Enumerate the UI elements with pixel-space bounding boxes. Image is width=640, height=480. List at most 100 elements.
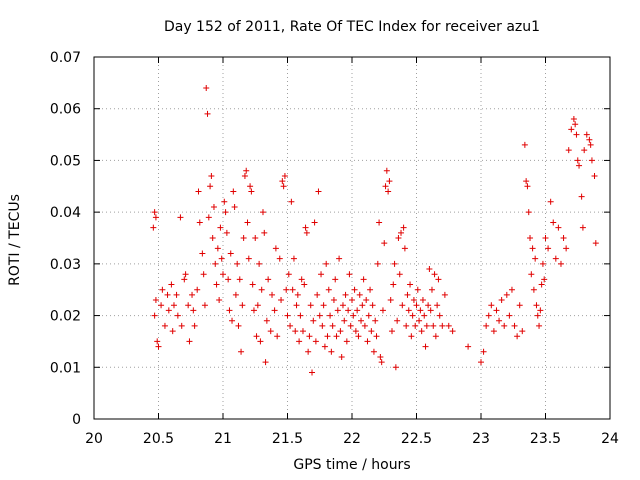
data-point [572, 121, 579, 128]
data-point [325, 286, 332, 293]
data-point [532, 255, 539, 262]
data-point [408, 333, 415, 340]
data-point [314, 291, 321, 298]
data-point [410, 297, 417, 304]
data-point [262, 359, 269, 366]
data-point [527, 235, 534, 241]
data-point [185, 302, 192, 309]
data-point [283, 286, 290, 293]
y-tick-label: 0.01 [50, 360, 81, 376]
y-tick-label: 0.04 [50, 205, 81, 221]
data-point [413, 302, 420, 309]
data-point [303, 229, 310, 236]
data-point [374, 260, 381, 267]
data-point [205, 214, 212, 221]
data-point [182, 271, 189, 278]
data-point [152, 214, 159, 221]
x-tick-label: 23 [472, 431, 490, 447]
data-point [367, 286, 374, 293]
data-point [372, 317, 379, 324]
data-point [209, 235, 216, 241]
data-point [281, 172, 288, 179]
y-tick-label: 0.03 [50, 257, 81, 273]
data-point [401, 245, 408, 252]
data-point [530, 286, 537, 293]
data-point [368, 328, 375, 335]
data-point [359, 302, 366, 309]
data-point [252, 235, 259, 241]
data-point [503, 291, 510, 298]
data-point [565, 147, 572, 154]
data-point [189, 291, 196, 298]
data-point [557, 260, 564, 267]
data-point [231, 203, 238, 210]
data-point [392, 364, 399, 371]
data-point [230, 188, 237, 195]
data-point [587, 141, 594, 148]
data-point [293, 302, 300, 309]
data-point [407, 281, 414, 288]
data-point [306, 333, 313, 340]
data-point [324, 333, 331, 340]
data-point [339, 302, 346, 309]
data-point [511, 322, 518, 329]
data-point [417, 307, 424, 314]
data-point [524, 183, 531, 190]
data-point [292, 328, 299, 335]
data-point [336, 255, 343, 262]
data-point [412, 322, 419, 329]
data-point [276, 255, 283, 262]
data-point [164, 291, 171, 298]
data-point [327, 312, 334, 319]
data-point [542, 235, 549, 241]
data-point [186, 338, 193, 345]
data-point [360, 276, 367, 283]
data-point [516, 302, 523, 309]
data-point [496, 317, 503, 324]
data-point [190, 307, 197, 314]
data-point [355, 333, 362, 340]
data-point [390, 281, 397, 288]
data-point [498, 297, 505, 304]
data-point [312, 338, 319, 345]
data-point [155, 343, 162, 350]
chart-title: Day 152 of 2011, Rate Of TEC Index for r… [164, 19, 540, 35]
data-point [330, 297, 337, 304]
data-point [573, 131, 580, 138]
data-point [332, 276, 339, 283]
data-point [214, 245, 221, 252]
data-point [341, 317, 348, 324]
data-point [418, 328, 425, 335]
data-point [178, 322, 185, 329]
data-point [382, 183, 389, 190]
data-point [423, 322, 430, 329]
data-point [345, 307, 352, 314]
data-point [537, 307, 544, 314]
x-tick-label: 22.5 [401, 431, 432, 447]
data-point [240, 235, 247, 241]
data-point [545, 245, 552, 252]
data-point [568, 126, 575, 133]
data-point [508, 286, 515, 293]
data-point [506, 312, 513, 319]
data-point [289, 286, 296, 293]
data-point [302, 224, 309, 231]
x-tick-labels: 20 20.5 21 21.5 22 22.5 23 23.5 24 [85, 431, 619, 447]
data-point [354, 307, 361, 314]
data-point [439, 322, 446, 329]
data-point [414, 286, 421, 293]
data-point [216, 297, 223, 304]
data-point [201, 302, 208, 309]
data-point [232, 291, 239, 298]
data-point [158, 302, 165, 309]
data-point [514, 333, 521, 340]
data-point [265, 276, 272, 283]
data-point [449, 328, 456, 335]
data-point [369, 302, 376, 309]
data-point [347, 322, 354, 329]
data-point [195, 188, 202, 195]
data-point [234, 260, 241, 267]
data-point [241, 172, 248, 179]
data-point [257, 338, 264, 345]
data-point [200, 271, 207, 278]
